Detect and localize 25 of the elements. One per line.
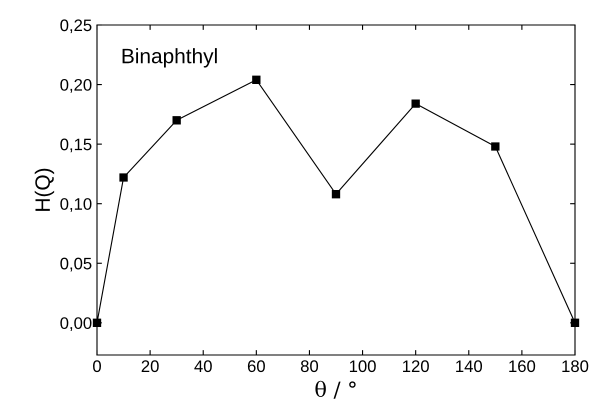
point <box>491 142 500 151</box>
point <box>332 190 340 198</box>
annotation: Binaphthyl <box>122 48 217 68</box>
x-tick-label: 0 <box>93 360 101 372</box>
point <box>252 76 260 84</box>
x-tick-label: 40 <box>194 360 212 372</box>
point <box>119 173 128 182</box>
y-tick-label: 0,20 <box>60 78 92 93</box>
x-tick-label: 140 <box>456 360 482 372</box>
y-tick-label: 0,25 <box>60 19 92 34</box>
x-tick-label: 160 <box>509 360 536 372</box>
x-axis-title: θ / ° <box>315 380 356 399</box>
x-tick-label: 80 <box>300 360 318 372</box>
x-tick-label: 60 <box>248 360 265 372</box>
y-axis-title: H(Q) <box>34 168 54 211</box>
point <box>172 116 181 124</box>
y-tick-label: 0,00 <box>60 317 92 332</box>
y-tick-label: 0,15 <box>60 138 92 152</box>
y-tick-label: 0,05 <box>60 258 92 272</box>
x-tick-label: 180 <box>562 360 588 372</box>
x-tick-label: 20 <box>142 360 159 372</box>
x-tick-label: 120 <box>403 360 429 372</box>
y-tick-label: 0,10 <box>60 198 92 212</box>
x-tick-label: 100 <box>350 360 376 372</box>
point <box>412 99 420 108</box>
